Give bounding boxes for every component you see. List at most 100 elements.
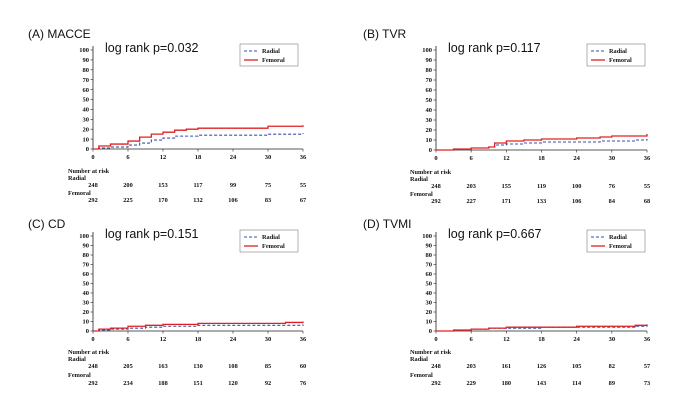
legend: Radial Femoral xyxy=(239,229,299,253)
risk-value-radial: 161 xyxy=(502,363,511,370)
legend-label-femoral: Femoral xyxy=(609,57,632,64)
y-tick-label: 50 xyxy=(426,97,433,104)
risk-value-radial: 76 xyxy=(609,183,615,190)
x-tick-label: 12 xyxy=(503,336,510,343)
y-tick-label: 70 xyxy=(83,262,90,269)
risk-value-femoral: 292 xyxy=(88,197,97,204)
x-tick-label: 24 xyxy=(230,154,237,161)
log-rank-annotation: log rank p=0.117 xyxy=(448,41,541,55)
risk-value-radial: 248 xyxy=(431,363,440,370)
y-tick-label: 100 xyxy=(422,47,432,54)
y-tick-label: 0 xyxy=(86,328,89,335)
km-curve-femoral xyxy=(93,321,304,332)
risk-value-radial: 60 xyxy=(300,363,306,370)
risk-value-femoral: 171 xyxy=(502,198,511,205)
y-tick-label: 90 xyxy=(426,57,433,64)
risk-value-femoral: 67 xyxy=(300,197,306,204)
risk-value-radial: 205 xyxy=(123,363,132,370)
risk-value-femoral: 92 xyxy=(265,380,271,387)
risk-value-radial: 248 xyxy=(88,182,97,189)
risk-value-femoral: 114 xyxy=(572,380,582,387)
x-tick-label: 18 xyxy=(195,336,202,343)
y-tick-label: 30 xyxy=(83,117,90,124)
y-tick-label: 40 xyxy=(426,290,433,297)
y-tick-label: 90 xyxy=(83,243,90,250)
risk-value-radial: 126 xyxy=(537,363,546,370)
legend-label-femoral: Femoral xyxy=(609,243,632,250)
y-tick-label: 50 xyxy=(83,97,90,104)
x-tick-label: 0 xyxy=(91,154,94,161)
risk-value-femoral: 106 xyxy=(572,198,581,205)
risk-value-radial: 55 xyxy=(300,182,306,189)
risk-value-radial: 57 xyxy=(644,363,650,370)
y-tick-label: 60 xyxy=(83,87,90,94)
risk-value-femoral: 151 xyxy=(193,380,202,387)
y-tick-label: 90 xyxy=(426,243,433,250)
risk-label-femoral: Femoral xyxy=(68,372,91,379)
risk-value-radial: 117 xyxy=(193,182,202,189)
risk-value-femoral: 292 xyxy=(88,380,97,387)
log-rank-annotation: log rank p=0.032 xyxy=(105,41,199,55)
risk-value-radial: 105 xyxy=(572,363,581,370)
y-tick-label: 0 xyxy=(429,328,432,335)
y-tick-label: 20 xyxy=(426,309,433,316)
risk-value-radial: 99 xyxy=(230,182,236,189)
risk-value-femoral: 227 xyxy=(466,198,475,205)
risk-value-radial: 85 xyxy=(265,363,271,370)
risk-value-femoral: 89 xyxy=(609,380,615,387)
risk-label-radial: Radial xyxy=(68,175,86,182)
y-tick-label: 40 xyxy=(83,107,90,114)
x-tick-label: 30 xyxy=(265,336,272,343)
x-tick-label: 6 xyxy=(126,154,130,161)
risk-value-femoral: 132 xyxy=(193,197,202,204)
y-tick-label: 70 xyxy=(83,77,90,84)
y-tick-label: 10 xyxy=(426,137,433,144)
risk-heading: Number at risk xyxy=(68,349,110,356)
y-tick-label: 80 xyxy=(83,67,90,74)
y-tick-label: 80 xyxy=(83,252,90,259)
risk-label-femoral: Femoral xyxy=(410,372,433,379)
y-tick-label: 60 xyxy=(83,271,90,278)
y-tick-label: 100 xyxy=(79,47,89,54)
risk-value-radial: 119 xyxy=(537,183,546,190)
legend: Radial Femoral xyxy=(586,43,646,67)
legend: Radial Femoral xyxy=(239,43,299,67)
x-tick-label: 36 xyxy=(644,155,651,162)
risk-value-femoral: 225 xyxy=(123,197,132,204)
legend-label-radial: Radial xyxy=(609,48,627,55)
log-rank-annotation: log rank p=0.667 xyxy=(448,227,542,241)
y-tick-label: 40 xyxy=(426,107,433,114)
y-tick-label: 90 xyxy=(83,57,90,64)
y-tick-label: 60 xyxy=(426,87,433,94)
risk-heading: Number at risk xyxy=(410,349,452,356)
panel-title: (A) MACCE xyxy=(28,27,91,41)
x-tick-label: 30 xyxy=(609,155,616,162)
y-tick-label: 60 xyxy=(426,271,433,278)
x-tick-label: 0 xyxy=(434,155,437,162)
x-tick-label: 36 xyxy=(644,336,651,343)
risk-value-femoral: 73 xyxy=(644,380,650,387)
panel-title: (D) TVMI xyxy=(363,217,411,231)
x-tick-label: 0 xyxy=(434,336,437,343)
risk-value-femoral: 188 xyxy=(158,380,167,387)
risk-label-radial: Radial xyxy=(410,176,428,183)
x-tick-label: 12 xyxy=(503,155,510,162)
risk-label-radial: Radial xyxy=(68,356,86,363)
y-tick-label: 0 xyxy=(429,147,432,154)
risk-value-radial: 200 xyxy=(123,182,132,189)
x-tick-label: 36 xyxy=(300,336,307,343)
x-tick-label: 24 xyxy=(230,336,237,343)
panel-title: (B) TVR xyxy=(363,27,406,41)
risk-value-femoral: 292 xyxy=(431,198,440,205)
x-tick-label: 24 xyxy=(573,155,580,162)
x-tick-label: 30 xyxy=(609,336,616,343)
risk-heading: Number at risk xyxy=(68,168,110,175)
km-curve-radial xyxy=(93,133,304,150)
risk-value-femoral: 84 xyxy=(609,198,616,205)
y-tick-label: 100 xyxy=(422,233,432,240)
legend: Radial Femoral xyxy=(586,229,646,253)
y-tick-label: 10 xyxy=(83,319,90,326)
risk-value-femoral: 170 xyxy=(158,197,167,204)
